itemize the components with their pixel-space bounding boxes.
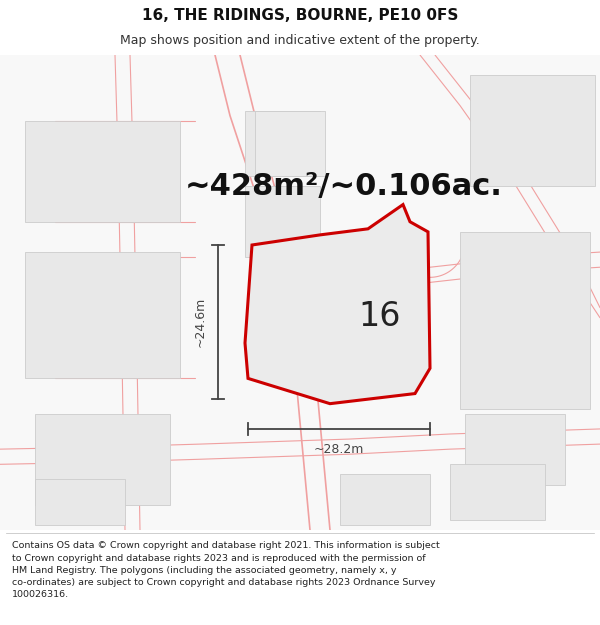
Bar [245,186,320,257]
Polygon shape [245,204,430,404]
Text: ~24.6m: ~24.6m [193,297,206,347]
Text: ~428m²/~0.106ac.: ~428m²/~0.106ac. [185,172,503,201]
Text: ~28.2m: ~28.2m [314,442,364,456]
Bar [35,479,125,525]
Text: 16, THE RIDINGS, BOURNE, PE10 0FS: 16, THE RIDINGS, BOURNE, PE10 0FS [142,8,458,23]
Bar [245,111,320,176]
Bar [450,464,545,520]
Bar [25,121,180,222]
Text: Map shows position and indicative extent of the property.: Map shows position and indicative extent… [120,34,480,48]
Bar [465,414,565,484]
Bar [255,111,325,176]
Bar [460,232,590,409]
Text: Contains OS data © Crown copyright and database right 2021. This information is : Contains OS data © Crown copyright and d… [12,541,440,599]
Bar [470,75,595,186]
Text: 16: 16 [359,299,401,332]
Bar [35,414,170,505]
Bar [25,252,180,378]
Bar [340,474,430,525]
